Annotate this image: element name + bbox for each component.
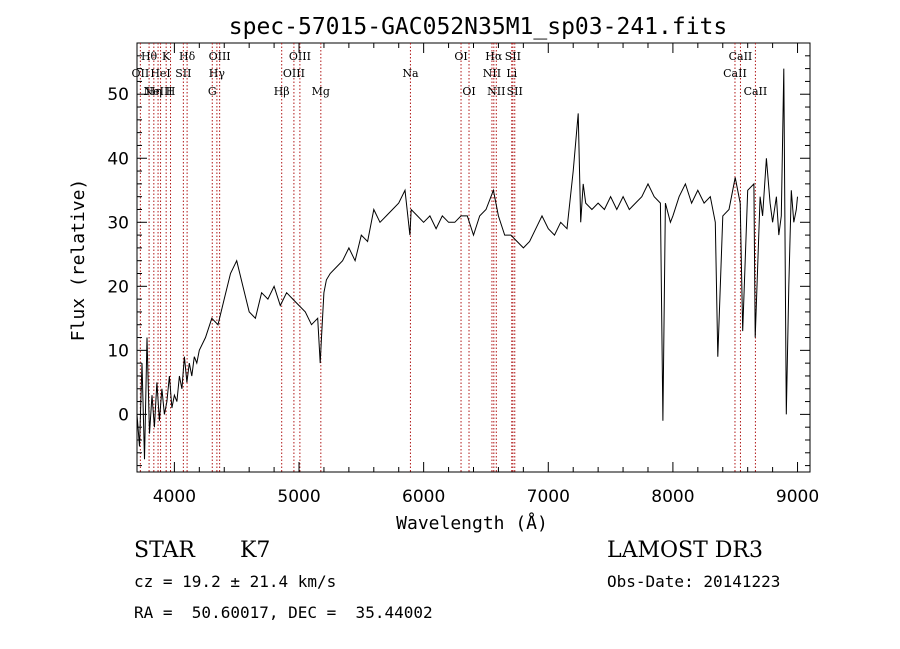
survey-name: LAMOST DR3 <box>607 538 763 563</box>
line-marker-label: SII <box>505 50 521 63</box>
x-tick-label: 5000 <box>277 487 320 507</box>
line-marker-label: Hα <box>485 50 503 63</box>
object-class: STAR <box>134 538 195 563</box>
y-tick-label: 0 <box>118 405 129 425</box>
x-tick-label: 4000 <box>153 487 196 507</box>
spectrum-series-flux <box>136 68 798 460</box>
plot-frame <box>136 42 811 473</box>
line-marker-label: OIII <box>209 50 231 63</box>
line-marker-label: CaII <box>729 50 753 63</box>
line-marker-label: Hη <box>146 85 162 98</box>
line-marker-label: OI <box>462 85 475 98</box>
chart-title: spec-57015-GAC052N35M1_sp03-241.fits <box>229 14 728 40</box>
redshift-value: cz = 19.2 ± 21.4 km/s <box>134 572 337 591</box>
line-marker-label: OIII <box>283 67 305 80</box>
object-subclass: K7 <box>240 538 271 563</box>
line-marker-label: Hδ <box>179 50 196 63</box>
line-marker-label: SII <box>507 85 523 98</box>
line-marker-label: Mg <box>312 85 330 98</box>
line-marker-label: Hθ <box>141 50 158 63</box>
line-marker-label: OI <box>454 50 467 63</box>
line-marker-label: SII <box>175 67 191 80</box>
x-axis-label: Wavelength (Å) <box>396 512 548 534</box>
line-marker-label: G <box>208 85 217 98</box>
line-marker-label: CaII <box>723 67 747 80</box>
y-tick-label: 40 <box>107 149 129 169</box>
line-marker-label: OII <box>132 67 150 80</box>
line-marker-label: Hγ <box>209 67 226 80</box>
line-marker-label: K <box>162 50 171 63</box>
line-marker-label: OIII <box>289 50 311 63</box>
x-tick-label: 9000 <box>776 487 819 507</box>
line-marker-label: Li <box>506 67 517 80</box>
obs-date: Obs-Date: 20141223 <box>607 572 781 591</box>
y-tick-label: 10 <box>107 341 129 361</box>
line-marker-label: NII <box>483 67 501 80</box>
coordinates: RA = 50.60017, DEC = 35.44002 <box>134 603 433 622</box>
line-marker-label: CaII <box>744 85 768 98</box>
line-marker-label: NII <box>487 85 505 98</box>
x-tick-label: 6000 <box>402 487 445 507</box>
y-axis: 0 10 20 30 40 50 <box>107 55 810 467</box>
y-axis-label: Flux (relative) <box>68 179 89 342</box>
line-marker-label: Hβ <box>274 85 290 98</box>
y-tick-label: 50 <box>107 85 129 105</box>
x-tick-label: 7000 <box>527 487 570 507</box>
emission-line-markers <box>139 43 756 472</box>
y-tick-label: 30 <box>107 213 129 233</box>
x-tick-label: 8000 <box>651 487 694 507</box>
x-axis: 4000 5000 6000 7000 8000 9000 <box>153 43 819 507</box>
line-marker-label: Na <box>402 67 419 80</box>
line-marker-label: HeI <box>150 67 170 80</box>
line-marker-label: NeIII <box>143 85 172 98</box>
y-tick-label: 20 <box>107 277 129 297</box>
line-marker-label: H <box>166 85 176 98</box>
